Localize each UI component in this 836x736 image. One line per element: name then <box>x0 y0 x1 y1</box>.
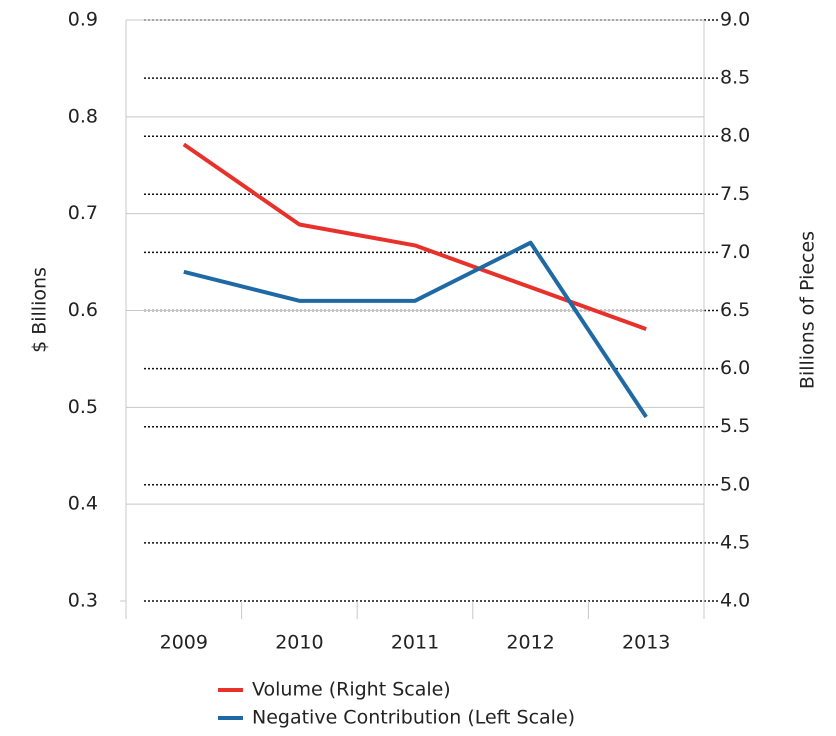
x-tick-label: 2013 <box>622 632 670 654</box>
y2-tick-label: 8.5 <box>720 67 750 89</box>
y-tick-label: 0.9 <box>68 9 98 31</box>
y2-tick-label: 6.5 <box>720 299 750 321</box>
y2-tick-label: 7.5 <box>720 183 750 205</box>
y2-axis-title: Billions of Pieces <box>797 231 819 389</box>
y2-tick-label: 4.5 <box>720 531 750 553</box>
x-tick-label: 2011 <box>391 632 439 654</box>
y2-tick-label: 8.0 <box>720 125 750 147</box>
y2-tick-label: 6.0 <box>720 357 750 379</box>
y2-tick-label: 4.0 <box>720 590 750 612</box>
y2-tick-label: 5.0 <box>720 473 750 495</box>
y2-tick-label: 9.0 <box>720 9 750 31</box>
y-tick-label: 0.3 <box>68 590 98 612</box>
y-tick-label: 0.4 <box>68 493 98 515</box>
x-tick-label: 2009 <box>160 632 208 654</box>
legend-label: Negative Contribution (Left Scale) <box>252 707 575 729</box>
y2-tick-label: 5.5 <box>720 415 750 437</box>
y2-tick-label: 7.0 <box>720 241 750 263</box>
x-tick-label: 2012 <box>506 632 554 654</box>
y-axis-title: $ Billions <box>29 267 51 353</box>
y-tick-label: 0.7 <box>68 202 98 224</box>
y-tick-label: 0.6 <box>68 299 98 321</box>
legend-label: Volume (Right Scale) <box>252 679 451 701</box>
y-tick-label: 0.5 <box>68 396 98 418</box>
y-tick-label: 0.8 <box>68 105 98 127</box>
x-tick-label: 2010 <box>275 632 323 654</box>
series-line <box>183 240 648 419</box>
